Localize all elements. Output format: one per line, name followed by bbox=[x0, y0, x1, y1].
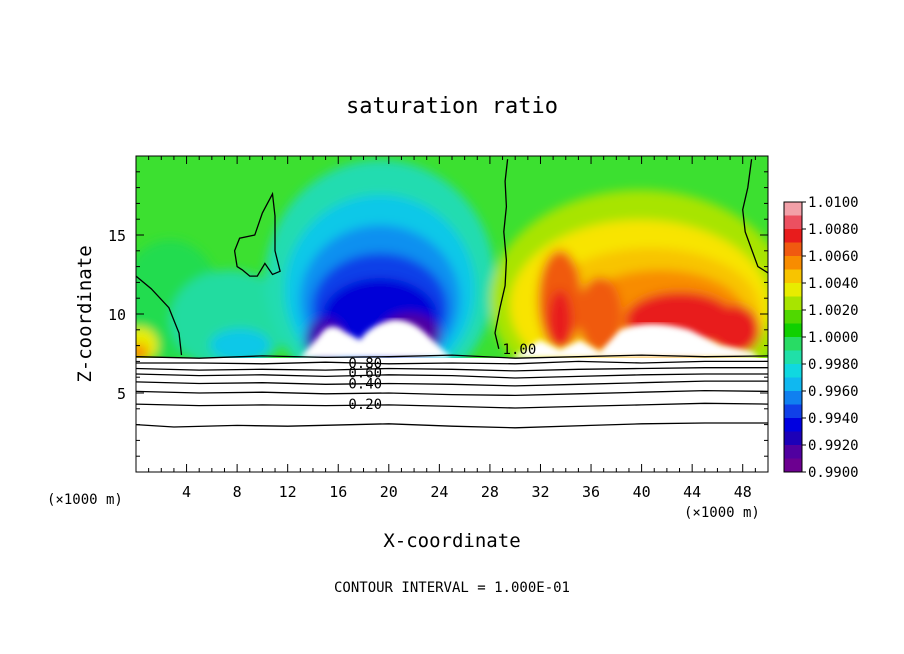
contour-line bbox=[742, 159, 769, 274]
contour-line bbox=[135, 389, 769, 397]
y-tick-label: 10 bbox=[108, 306, 126, 324]
colorbar-swatch bbox=[784, 404, 802, 419]
x-tick-label: 44 bbox=[683, 483, 701, 501]
colorbar-label: 0.9900 bbox=[808, 465, 859, 481]
colorbar: 1.0100 1.0080 1.0060 1.0040 1.0020 1.0000 0.99… bbox=[783, 195, 859, 481]
colorbar-label: 1.0060 bbox=[808, 249, 859, 265]
colorbar-swatch bbox=[784, 391, 802, 405]
colorbar-swatch bbox=[784, 215, 802, 230]
contour-label: 0.40 bbox=[348, 377, 382, 393]
colorbar-swatch bbox=[784, 296, 802, 311]
colorbar-label: 0.9980 bbox=[808, 357, 859, 373]
contour-label: 0.80 bbox=[348, 356, 382, 372]
colorbar-swatch bbox=[784, 310, 802, 324]
colorbar-label: 1.0100 bbox=[808, 195, 859, 211]
colorbar-label: 0.9920 bbox=[808, 438, 859, 454]
colorbar-swatch bbox=[784, 229, 802, 243]
chart-title: saturation ratio bbox=[346, 94, 558, 119]
colorbar-swatch bbox=[784, 202, 802, 216]
colorbar-swatch bbox=[784, 377, 802, 392]
colorbar-label: 0.9960 bbox=[808, 384, 859, 400]
x-tick-label: 48 bbox=[734, 483, 752, 501]
x-axis-ticks: 4 8 12 16 20 24 28 32 36 40 44 48 bbox=[148, 156, 756, 501]
colorbar-label: 1.0020 bbox=[808, 303, 859, 319]
x-tick-label: 40 bbox=[633, 483, 651, 501]
colorbar-swatch bbox=[784, 458, 802, 473]
colorbar-swatch bbox=[784, 242, 802, 257]
x-tick-label: 12 bbox=[279, 483, 297, 501]
contour-line bbox=[135, 373, 768, 379]
x-unit-right: (×1000 m) bbox=[684, 505, 760, 521]
x-tick-label: 28 bbox=[481, 483, 499, 501]
contour-labels: 1.00 0.800.600.40 0.20 bbox=[348, 342, 536, 413]
colorbar-label: 0.9940 bbox=[808, 411, 859, 427]
x-tick-label: 8 bbox=[233, 483, 242, 501]
y-axis-label: Z-coordinate bbox=[74, 245, 96, 382]
colorbar-swatch bbox=[784, 350, 802, 365]
y-axis-ticks: 5 10 15 bbox=[108, 171, 768, 457]
x-tick-label: 4 bbox=[182, 483, 191, 501]
y-tick-label: 5 bbox=[117, 385, 126, 403]
saturation-field bbox=[136, 156, 768, 358]
x-tick-label: 36 bbox=[582, 483, 600, 501]
contour-line bbox=[136, 360, 768, 365]
colorbar-swatch bbox=[784, 256, 802, 270]
x-tick-label: 32 bbox=[531, 483, 549, 501]
contour-line bbox=[135, 380, 768, 387]
x-axis-label: X-coordinate bbox=[383, 530, 520, 552]
colorbar-swatch bbox=[784, 283, 802, 297]
contour-line bbox=[135, 422, 768, 429]
y-tick-label: 15 bbox=[108, 227, 126, 245]
contour-line bbox=[494, 159, 509, 349]
x-tick-label: 16 bbox=[329, 483, 347, 501]
colorbar-swatch bbox=[784, 418, 802, 432]
contour-line bbox=[135, 354, 769, 359]
contour-line bbox=[233, 191, 281, 277]
contour-line bbox=[135, 275, 183, 356]
colorbar-label: 1.0040 bbox=[808, 276, 859, 292]
colorbar-swatch bbox=[784, 337, 802, 351]
colorbar-swatch bbox=[784, 364, 802, 378]
colorbar-label: 1.0000 bbox=[808, 330, 859, 346]
contour-lines bbox=[135, 159, 769, 429]
contour-line bbox=[135, 367, 768, 372]
contour-line bbox=[135, 402, 769, 409]
colorbar-swatch bbox=[784, 269, 802, 284]
x-tick-label: 20 bbox=[380, 483, 398, 501]
x-tick-label: 24 bbox=[430, 483, 448, 501]
colorbar-swatch bbox=[784, 431, 802, 446]
contour-label: 0.20 bbox=[348, 397, 382, 413]
contour-label: 0.60 bbox=[348, 365, 382, 381]
colorbar-swatch bbox=[784, 323, 802, 338]
contour-interval-note: CONTOUR INTERVAL = 1.000E-01 bbox=[334, 580, 570, 596]
x-unit-left: (×1000 m) bbox=[47, 492, 123, 508]
contour-label: 1.00 bbox=[503, 342, 537, 358]
colorbar-label: 1.0080 bbox=[808, 222, 859, 238]
colorbar-swatch bbox=[784, 445, 802, 459]
